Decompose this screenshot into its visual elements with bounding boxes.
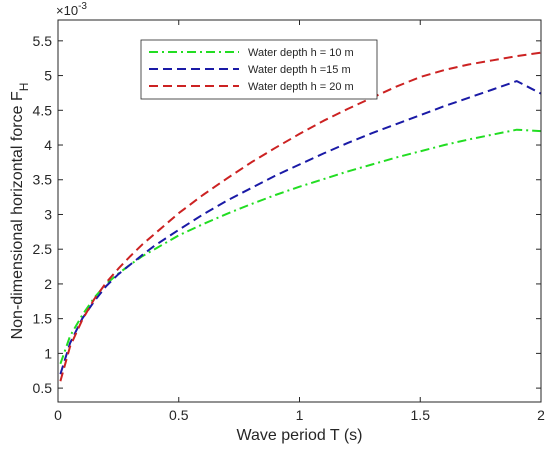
y-tick-label: 3 [44,206,52,222]
series-line-3 [59,51,542,382]
y-exponent-label: ×10-3 [56,1,87,18]
y-tick-label: 1.5 [33,311,53,327]
y-tick-label: 2 [44,276,52,292]
x-tick-label: 2 [537,407,545,423]
y-tick-label: 4.5 [33,102,53,118]
x-tick-label: 0.5 [169,407,189,423]
x-axis-title: Wave period T (s) [237,427,363,444]
legend: Water depth h = 10 m Water depth h =15 m W… [140,39,378,100]
y-tick-label: 5.5 [33,33,53,49]
legend-label-1: Water depth h = 10 m [248,47,354,59]
x-tick-label: 1.5 [411,407,431,423]
y-axis-title: Non-dimensional horizontal force FH [9,83,31,340]
legend-label-3: Water depth h = 20 m [248,81,354,93]
series-layer [59,51,542,382]
ticks-layer: 0 0.5 1 1.5 20.511.522.533.544.555.5 [33,20,545,423]
x-tick-label: 1 [296,407,304,423]
y-tick-label: 4 [44,137,52,153]
series-line-2 [59,80,542,375]
x-tick-label: 0 [54,407,62,423]
plot-frame [57,19,542,403]
y-tick-label: 3.5 [33,172,53,188]
series-line-1 [59,128,542,365]
legend-label-2: Water depth h =15 m [248,64,351,76]
y-tick-label: 0.5 [33,380,53,396]
y-tick-label: 5 [44,68,52,84]
y-tick-label: 1 [44,345,52,361]
y-tick-label: 2.5 [33,241,53,257]
